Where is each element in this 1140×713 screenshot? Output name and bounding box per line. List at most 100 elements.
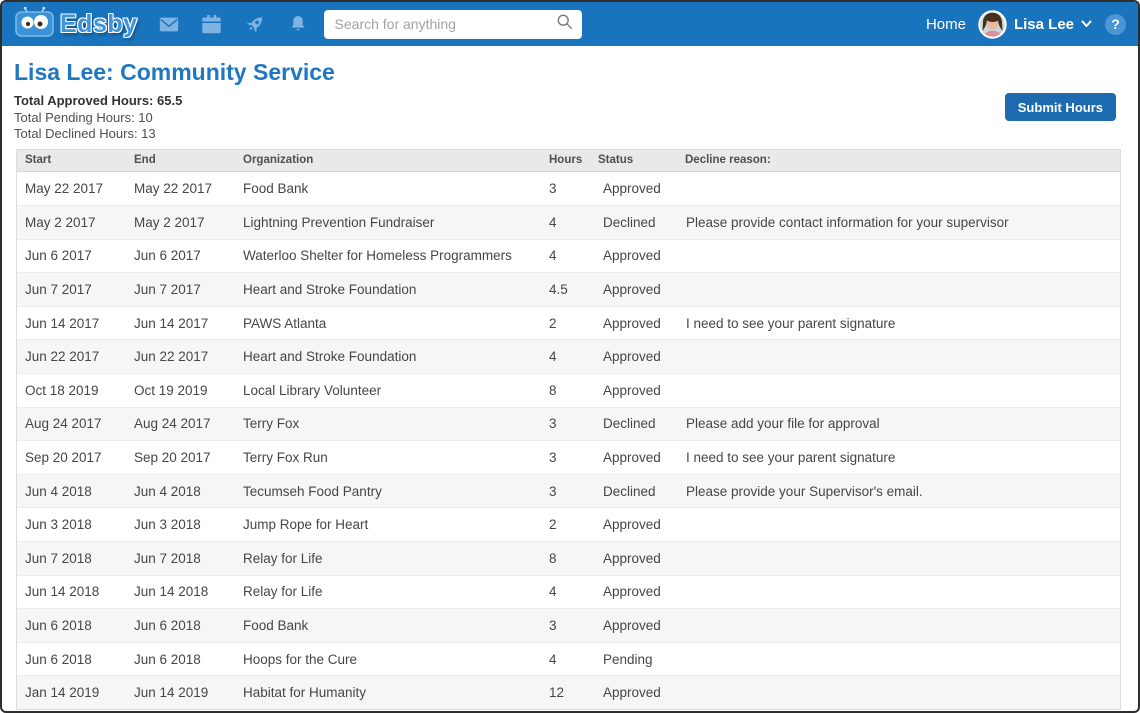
- table-row[interactable]: Jun 6 2017 Jun 6 2017 Waterloo Shelter f…: [17, 239, 1120, 273]
- table-row[interactable]: Jun 7 2017 Jun 7 2017 Heart and Stroke F…: [17, 272, 1120, 306]
- main-content: Lisa Lee: Community Service Total Approv…: [2, 46, 1138, 710]
- cell-start: Aug 24 2017: [17, 416, 134, 431]
- community-service-table: Start End Organization Hours Status Decl…: [16, 149, 1121, 711]
- table-row[interactable]: Oct 18 2019 Oct 19 2019 Local Library Vo…: [17, 373, 1120, 407]
- cell-organization: Terry Fox: [243, 416, 549, 431]
- cell-status: Approved: [598, 316, 685, 331]
- cell-start: Jun 7 2017: [17, 282, 134, 297]
- cell-organization: Hoops for the Cure: [243, 652, 549, 667]
- cell-status: Approved: [598, 282, 685, 297]
- cell-hours: 3: [549, 618, 598, 633]
- cell-hours: 2: [549, 316, 598, 331]
- cell-status: Approved: [598, 584, 685, 599]
- table-row[interactable]: Jun 22 2017 Jun 22 2017 Heart and Stroke…: [17, 339, 1120, 373]
- avatar[interactable]: [978, 10, 1007, 39]
- cell-hours: 4: [549, 652, 598, 667]
- table-row[interactable]: Jun 7 2018 Jun 7 2018 Relay for Life 8 A…: [17, 541, 1120, 575]
- app-window: Edsby: [0, 0, 1140, 713]
- cell-status: Declined: [598, 416, 685, 431]
- table-row[interactable]: Jun 6 2018 Jun 6 2018 Hoops for the Cure…: [17, 642, 1120, 676]
- cell-end: Jun 7 2017: [134, 282, 243, 297]
- table-row[interactable]: Jun 3 2018 Jun 3 2018 Jump Rope for Hear…: [17, 507, 1120, 541]
- cell-end: Aug 24 2017: [134, 416, 243, 431]
- submit-hours-button[interactable]: Submit Hours: [1005, 93, 1116, 121]
- cell-hours: 4.5: [549, 282, 598, 297]
- col-status: Status: [598, 154, 685, 166]
- cell-organization: Terry Fox Run: [243, 450, 549, 465]
- cell-end: Jun 3 2018: [134, 517, 243, 532]
- cell-status: Declined: [598, 215, 685, 230]
- cell-status: Approved: [598, 618, 685, 633]
- edsby-owl-icon: [14, 6, 55, 42]
- cell-organization: Relay for Life: [243, 551, 549, 566]
- cell-start: Jun 22 2017: [17, 349, 134, 364]
- cell-organization: Relay for Life: [243, 584, 549, 599]
- cell-decline-reason: Please add your file for approval: [685, 416, 1120, 431]
- cell-start: Oct 18 2019: [17, 383, 134, 398]
- cell-hours: 4: [549, 215, 598, 230]
- cell-organization: PAWS Atlanta: [243, 316, 549, 331]
- cell-hours: 3: [549, 181, 598, 196]
- search-input[interactable]: [335, 16, 556, 32]
- home-link[interactable]: Home: [926, 16, 966, 33]
- cell-hours: 4: [549, 248, 598, 263]
- cell-hours: 3: [549, 416, 598, 431]
- cell-organization: Waterloo Shelter for Homeless Programmer…: [243, 248, 549, 263]
- table-row[interactable]: Sep 20 2017 Sep 20 2017 Terry Fox Run 3 …: [17, 440, 1120, 474]
- cell-hours: 4: [549, 349, 598, 364]
- bell-icon[interactable]: [287, 13, 309, 35]
- cell-start: Jun 6 2018: [17, 618, 134, 633]
- cell-hours: 3: [549, 484, 598, 499]
- total-approved-hours: Total Approved Hours: 65.5: [14, 93, 1138, 110]
- cell-end: Jun 7 2018: [134, 551, 243, 566]
- topbar-right: Home Lisa Lee: [926, 10, 1126, 39]
- cell-end: Jun 14 2019: [134, 685, 243, 700]
- calendar-icon[interactable]: [201, 13, 223, 35]
- col-hours: Hours: [549, 154, 598, 166]
- cell-hours: 8: [549, 551, 598, 566]
- cell-start: Sep 20 2017: [17, 450, 134, 465]
- help-label: ?: [1111, 16, 1120, 32]
- col-start: Start: [17, 154, 134, 166]
- cell-start: Jun 3 2018: [17, 517, 134, 532]
- help-button[interactable]: ?: [1105, 14, 1126, 35]
- rocket-icon[interactable]: [244, 13, 266, 35]
- cell-start: Jun 6 2018: [17, 652, 134, 667]
- cell-end: Jun 4 2018: [134, 484, 243, 499]
- hours-summary: Total Approved Hours: 65.5 Total Pending…: [14, 93, 1138, 143]
- cell-end: Oct 19 2019: [134, 383, 243, 398]
- cell-status: Declined: [598, 484, 685, 499]
- table-row[interactable]: Jun 14 2018 Jun 14 2018 Relay for Life 4…: [17, 575, 1120, 609]
- cell-organization: Food Bank: [243, 618, 549, 633]
- cell-start: Jun 6 2017: [17, 248, 134, 263]
- cell-organization: Tecumseh Food Pantry: [243, 484, 549, 499]
- table-header: Start End Organization Hours Status Decl…: [17, 150, 1120, 172]
- cell-status: Approved: [598, 383, 685, 398]
- table-row[interactable]: Jan 14 2019 Jun 14 2019 Habitat for Huma…: [17, 675, 1120, 709]
- chevron-down-icon[interactable]: [1081, 20, 1092, 28]
- table-row[interactable]: Jun 14 2017 Jun 14 2017 PAWS Atlanta 2 A…: [17, 306, 1120, 340]
- cell-end: May 2 2017: [134, 215, 243, 230]
- user-name[interactable]: Lisa Lee: [1014, 16, 1074, 33]
- edsby-logo[interactable]: Edsby: [14, 6, 138, 42]
- cell-organization: Local Library Volunteer: [243, 383, 549, 398]
- mail-icon[interactable]: [158, 13, 180, 35]
- cell-end: Jun 14 2018: [134, 584, 243, 599]
- cell-start: Jan 14 2019: [17, 685, 134, 700]
- total-declined-hours: Total Declined Hours: 13: [14, 126, 1138, 143]
- topbar: Edsby: [2, 2, 1138, 46]
- table-row[interactable]: Jun 6 2018 Jun 6 2018 Food Bank 3 Approv…: [17, 608, 1120, 642]
- cell-decline-reason: I need to see your parent signature: [685, 316, 1120, 331]
- table-row[interactable]: May 22 2017 May 22 2017 Food Bank 3 Appr…: [17, 172, 1120, 206]
- table-row[interactable]: May 2 2017 May 2 2017 Lightning Preventi…: [17, 205, 1120, 239]
- cell-status: Approved: [598, 551, 685, 566]
- cell-organization: Habitat for Humanity: [243, 685, 549, 700]
- table-body: May 22 2017 May 22 2017 Food Bank 3 Appr…: [17, 172, 1120, 710]
- cell-status: Pending: [598, 652, 685, 667]
- search-icon[interactable]: [556, 13, 573, 35]
- cell-start: Jun 7 2018: [17, 551, 134, 566]
- cell-end: Jun 6 2018: [134, 618, 243, 633]
- table-row[interactable]: Aug 24 2017 Aug 24 2017 Terry Fox 3 Decl…: [17, 407, 1120, 441]
- search-box: [324, 10, 582, 39]
- table-row[interactable]: Jun 4 2018 Jun 4 2018 Tecumseh Food Pant…: [17, 474, 1120, 508]
